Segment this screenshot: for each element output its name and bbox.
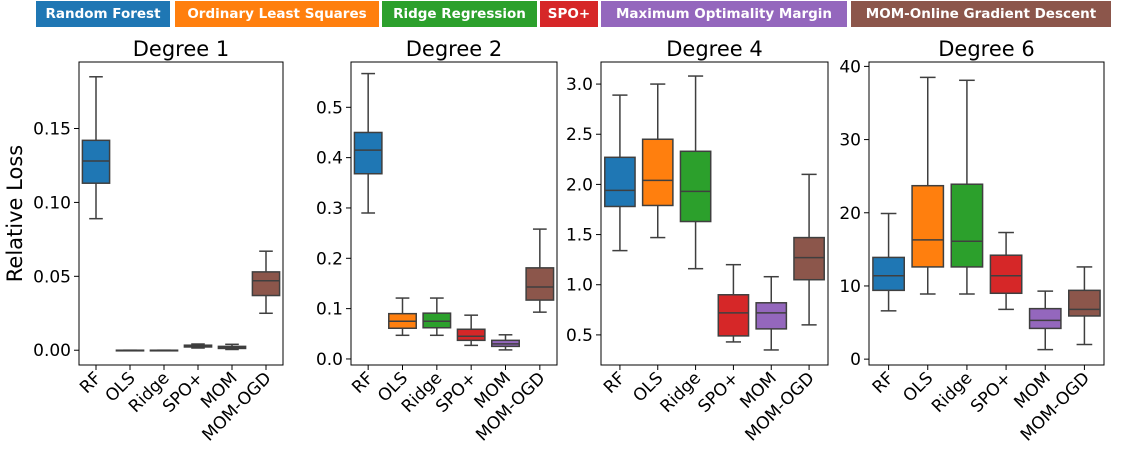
box-mom-ogd [251,271,281,297]
legend-item: Ridge Regression [382,1,537,27]
legend-item: Ordinary Least Squares [175,1,379,27]
y-tick-label: 1.0 [566,276,593,296]
y-tick-label: 0.1 [316,300,343,320]
legend-item: SPO+ [540,1,598,27]
x-tick-label: SPO+ [967,368,1016,417]
panel-frame [350,61,558,366]
box-spo+ [989,254,1023,295]
y-tick-label: 10 [839,277,861,297]
x-tick-label: RF [869,368,898,397]
x-tick-label: SPO+ [694,368,743,417]
panel-title: Degree 4 [666,37,762,61]
panel-frame [600,61,829,366]
box-spo+ [456,328,486,342]
y-tick-label: 0.4 [316,149,343,169]
box-spo+ [717,294,750,337]
x-tick-label: RF [348,368,377,397]
x-tick-label: Ridge [657,368,705,416]
y-tick-label: 30 [839,131,861,151]
y-tick-label: 2.5 [566,125,593,145]
box-ridge [679,150,712,223]
panel-title: Degree 6 [938,37,1034,61]
panel-frame [868,61,1105,366]
legend-item: Maximum Optimality Margin [601,1,847,27]
y-tick-label: 0.00 [33,341,71,361]
y-tick-label: 40 [839,57,861,77]
y-tick-label: 0.0 [316,350,343,370]
box-mom [755,302,788,330]
panel-frame [78,61,284,366]
box-ols [641,138,674,207]
y-tick-label: 0.2 [316,249,343,269]
box-mom-ogd [793,236,825,281]
y-tick-label: 20 [839,204,861,224]
y-axis-label: Relative Loss [3,145,27,282]
box-mom-ogd [525,267,555,301]
y-tick-label: 1.5 [566,226,593,246]
legend-item: Random Forest [36,1,170,27]
y-tick-label: 0.5 [566,326,593,346]
legend: Random Forest Ordinary Least Squares Ridge… [0,0,1132,28]
panel-title: Degree 2 [406,37,502,61]
legend-item: MOM-Online Gradient Descent [851,1,1111,27]
box-rf [872,256,906,292]
y-tick-label: 0 [850,350,861,370]
y-tick-label: 0.10 [33,193,71,213]
x-tick-label: Ridge [928,368,976,416]
x-tick-label: RF [76,368,105,397]
box-ridge [950,183,984,268]
x-tick-label: RF [600,368,629,397]
y-tick-label: 0.15 [33,120,71,140]
y-tick-label: 3.0 [566,75,593,95]
panel-title: Degree 1 [133,37,229,61]
y-tick-label: 0.3 [316,199,343,219]
y-tick-label: 2.0 [566,175,593,195]
box-mom [1028,307,1062,330]
y-tick-label: 0.05 [33,267,71,287]
box-rf [353,131,383,175]
box-rf [604,156,636,208]
box-ridge [422,312,452,329]
y-tick-label: 0.5 [316,98,343,118]
box-ols [911,184,945,268]
box-mom-ogd [1068,289,1101,317]
